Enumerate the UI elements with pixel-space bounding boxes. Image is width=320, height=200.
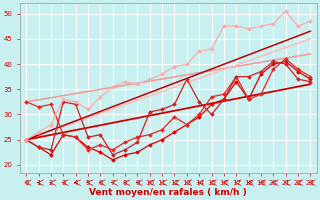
X-axis label: Vent moyen/en rafales ( km/h ): Vent moyen/en rafales ( km/h ) (90, 188, 247, 197)
